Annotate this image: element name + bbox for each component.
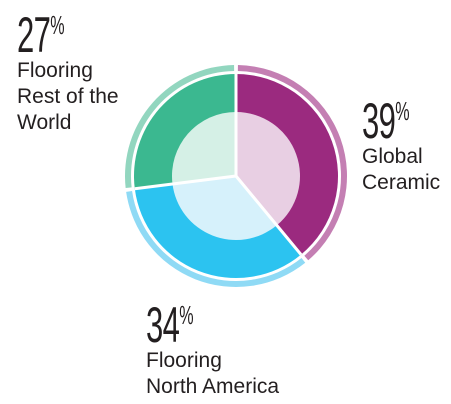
ring-segment-flooring-north-america: [126, 190, 306, 287]
value-number: 39: [362, 93, 396, 149]
callout-flooring-rest-of-world: 27% Flooring Rest of the World: [17, 10, 119, 136]
slice-label-flooring-north-america: Flooring North America: [146, 349, 280, 398]
callout-flooring-north-america: 34% Flooring North America: [146, 300, 279, 400]
outer-ring-layer: [125, 65, 348, 287]
callout-global-ceramic: 39% Global Ceramic: [362, 96, 440, 196]
value-label-global-ceramic: 39%: [362, 96, 410, 146]
slice-divider-2: [134, 174, 237, 191]
inner-slice-flooring-north-america: [172, 176, 277, 241]
value-label-flooring-rest-of-world: 27%: [17, 10, 80, 60]
inner-slice-flooring-rest-of-the-world: [171, 112, 236, 185]
slice-label-flooring-rest-of-world: Flooring Rest of the World: [17, 59, 119, 134]
value-label-flooring-north-america: 34%: [146, 300, 228, 350]
divider-layer: [134, 74, 303, 256]
value-number: 34: [146, 297, 180, 353]
slice-label-global-ceramic: Global Ceramic: [362, 145, 441, 194]
inner-slice-global-ceramic: [236, 111, 301, 226]
value-number: 27: [17, 7, 51, 63]
percent-sign: %: [395, 96, 410, 126]
percent-sign: %: [50, 10, 65, 40]
percent-sign: %: [179, 300, 194, 330]
inner-circle-layer: [171, 111, 301, 241]
slice-divider-1: [234, 175, 303, 256]
